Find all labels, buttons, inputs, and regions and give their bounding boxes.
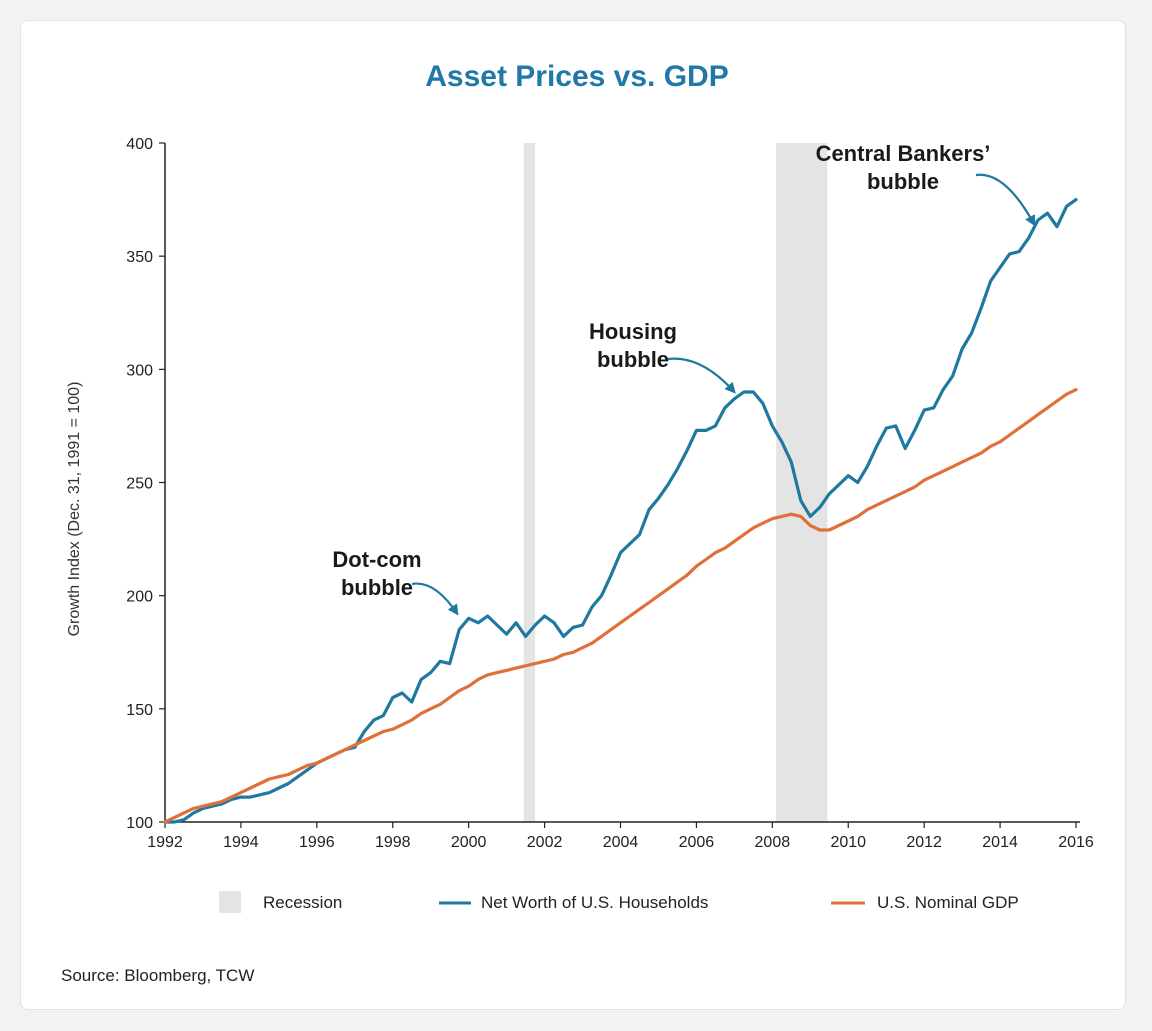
series-lines: [163, 198, 1078, 824]
y-tick-label: 400: [126, 136, 153, 153]
x-tick-label: 2000: [451, 834, 487, 851]
chart-card: Asset Prices vs. GDP 1992 1994 1996 1998 200…: [20, 20, 1126, 1010]
annotation-arrow: [411, 582, 459, 616]
x-tick-label: 2012: [906, 834, 942, 851]
x-tick-label: 2006: [679, 834, 715, 851]
y-tick-label: 200: [126, 589, 153, 606]
x-tick-label: 1994: [223, 834, 259, 851]
annotation-label: Central Bankers’ bubble: [816, 141, 991, 194]
x-tick-label: 1996: [299, 834, 335, 851]
y-tick-label: 300: [126, 362, 153, 379]
legend: Recession Net Worth of U.S. Households U.S…: [219, 891, 1019, 913]
y-tick-label: 250: [126, 476, 153, 493]
annotations: Dot-com bubble Housing bubble Central Banker…: [332, 141, 1036, 616]
gdp-series-line: [163, 388, 1078, 824]
axes: [164, 143, 1080, 823]
legend-recession-swatch: [219, 891, 241, 913]
networth-series-line: [163, 198, 1078, 824]
chart-title: Asset Prices vs. GDP: [425, 60, 729, 93]
x-tick-label: 1992: [147, 834, 183, 851]
legend-networth-label: Net Worth of U.S. Households: [481, 893, 708, 912]
x-tick-label: 1998: [375, 834, 411, 851]
x-axis-ticks: 1992 1994 1996 1998 2000 2002 2004 2006 2008 2010…: [147, 822, 1094, 851]
legend-gdp-label: U.S. Nominal GDP: [877, 893, 1019, 912]
legend-recession-label: Recession: [263, 893, 342, 912]
y-tick-label: 150: [126, 702, 153, 719]
x-tick-label: 2014: [982, 834, 1018, 851]
y-axis-title: Growth Index (Dec. 31, 1991 = 100): [66, 382, 83, 637]
recession-bands: [523, 143, 828, 822]
x-tick-label: 2016: [1058, 834, 1094, 851]
y-tick-label: 350: [126, 249, 153, 266]
source-note: Source: Bloomberg, TCW: [61, 966, 254, 985]
annotation-arrow: [667, 357, 736, 394]
x-tick-label: 2008: [755, 834, 791, 851]
x-tick-label: 2002: [527, 834, 563, 851]
annotation-label: Dot-com bubble: [332, 547, 421, 600]
annotation-label: Housing bubble: [589, 319, 677, 372]
recession-band: [776, 143, 828, 822]
y-tick-label: 100: [126, 815, 153, 832]
x-tick-label: 2010: [830, 834, 866, 851]
x-tick-label: 2004: [603, 834, 639, 851]
recession-band: [523, 143, 536, 822]
y-axis-ticks: 100 150 200 250 300 350 400: [126, 136, 165, 832]
annotation-arrow: [975, 173, 1036, 227]
chart: Asset Prices vs. GDP 1992 1994 1996 1998 200…: [61, 60, 1094, 985]
